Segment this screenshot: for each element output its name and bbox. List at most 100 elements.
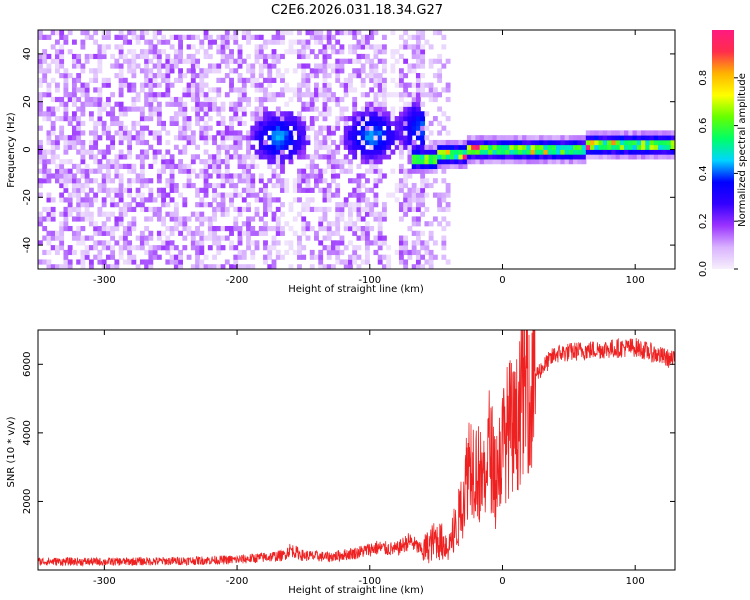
heatmap-cell: [216, 44, 222, 50]
heatmap-cell: [186, 58, 192, 64]
heatmap-cell: [118, 77, 124, 83]
heatmap-cell: [432, 163, 438, 170]
heatmap-cell: [297, 111, 302, 117]
heatmap-cell: [373, 178, 379, 184]
heatmap-cell: [424, 111, 430, 117]
heatmap-cell: [254, 240, 260, 246]
heatmap-cell: [432, 73, 438, 79]
heatmap-cell: [441, 163, 447, 170]
heatmap-cell: [76, 225, 82, 232]
heatmap-cell: [271, 264, 277, 269]
heatmap-cell: [263, 230, 268, 236]
heatmap-cell: [207, 106, 213, 112]
heatmap-cell: [415, 125, 421, 131]
colorbar-tick-label: 0.4: [698, 165, 709, 181]
heatmap-cell: [288, 135, 294, 141]
heatmap-cell: [377, 235, 383, 241]
heatmap-cell: [309, 73, 315, 79]
heatmap-cell: [658, 135, 663, 141]
heatmap-cell: [122, 206, 128, 213]
heatmap-cell: [420, 144, 426, 150]
heatmap-cell: [233, 245, 239, 251]
heatmap-cell: [309, 34, 315, 40]
heatmap-cell: [67, 197, 73, 203]
heatmap-cell: [246, 225, 251, 232]
heatmap-cell: [186, 178, 192, 184]
heatmap-cell: [267, 144, 273, 150]
heatmap-cell: [318, 30, 324, 36]
heatmap-cell: [88, 53, 94, 60]
heatmap-cell: [76, 211, 82, 217]
heatmap-cell: [666, 154, 672, 160]
heatmap-cell: [662, 154, 668, 160]
heatmap-cell: [381, 34, 387, 40]
heatmap-cell: [233, 206, 239, 213]
heatmap-cell: [233, 221, 239, 227]
heatmap-cell: [360, 259, 366, 265]
heatmap-cell: [305, 30, 311, 36]
heatmap-cell: [212, 264, 217, 269]
heatmap-cell: [364, 125, 370, 131]
heatmap-cell: [263, 53, 268, 60]
heatmap-cell: [250, 130, 256, 136]
heatmap-cell: [165, 249, 171, 256]
heatmap-cell: [356, 192, 362, 198]
heatmap-cell: [50, 235, 56, 241]
x-tick-label: -200: [226, 576, 249, 587]
heatmap-cell: [263, 77, 268, 83]
heatmap-cell: [653, 144, 659, 150]
heatmap-cell: [114, 173, 120, 179]
heatmap-cell: [186, 182, 192, 189]
heatmap-cell: [173, 34, 179, 40]
heatmap-cell: [534, 144, 540, 150]
heatmap-cell: [84, 168, 90, 174]
heatmap-cell: [42, 49, 48, 55]
heatmap-cell: [326, 235, 332, 241]
heatmap-cell: [161, 49, 166, 55]
heatmap-cell: [105, 149, 111, 155]
heatmap-cell: [84, 173, 90, 179]
heatmap-cell: [182, 111, 188, 117]
heatmap-cell: [297, 182, 302, 189]
heatmap-cell: [63, 68, 69, 74]
heatmap-cell: [135, 264, 141, 269]
heatmap-cell: [195, 73, 200, 79]
heatmap-cell: [301, 77, 307, 83]
heatmap-cell: [186, 139, 192, 146]
heatmap-cell: [377, 178, 383, 184]
heatmap-cell: [424, 245, 430, 251]
heatmap-cell: [339, 206, 345, 213]
heatmap-cell: [131, 96, 137, 103]
heatmap-cell: [93, 144, 99, 150]
heatmap-cell: [403, 182, 409, 189]
heatmap-cell: [80, 249, 86, 256]
heatmap-cell: [284, 120, 290, 126]
heatmap-cell: [428, 163, 434, 170]
heatmap-cell: [63, 116, 69, 122]
y-tick-label: -40: [22, 237, 33, 253]
heatmap-cell: [407, 92, 413, 98]
heatmap-cell: [258, 96, 264, 103]
heatmap-cell: [407, 144, 413, 150]
heatmap-cell: [139, 192, 145, 198]
heatmap-cell: [156, 178, 162, 184]
heatmap-cell: [165, 53, 171, 60]
heatmap-cell: [398, 135, 404, 141]
heatmap-cell: [135, 92, 141, 98]
heatmap-cell: [173, 163, 179, 170]
heatmap-cell: [105, 216, 111, 222]
heatmap-cell: [543, 154, 549, 160]
heatmap-cell: [381, 135, 387, 141]
heatmap-cell: [309, 206, 315, 213]
heatmap-cell: [118, 101, 124, 107]
heatmap-cell: [71, 101, 77, 107]
heatmap-cell: [360, 182, 366, 189]
heatmap-cell: [394, 249, 400, 256]
heatmap-cell: [76, 187, 82, 193]
heatmap-cell: [339, 139, 345, 146]
heatmap-cell: [190, 235, 196, 241]
heatmap-cell: [101, 130, 107, 136]
heatmap-cell: [127, 230, 133, 236]
heatmap-cell: [377, 259, 383, 265]
heatmap-cell: [343, 225, 349, 232]
